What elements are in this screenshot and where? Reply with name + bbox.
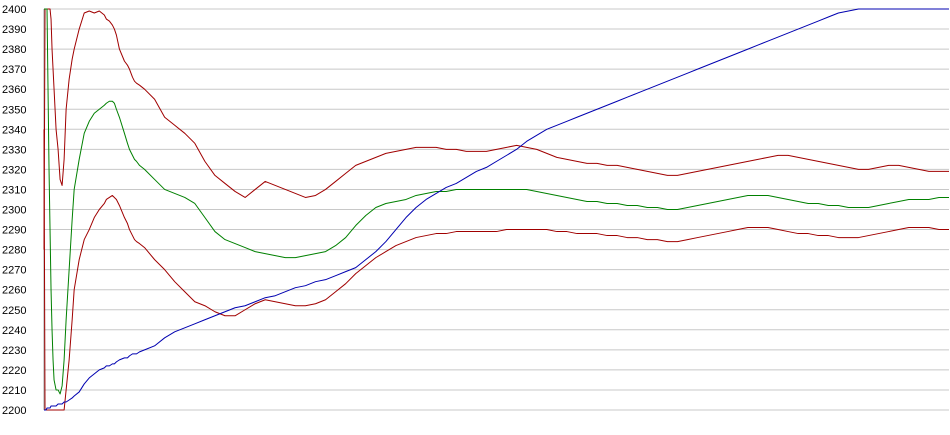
y-tick-label: 2390 [2,24,26,36]
y-tick-label: 2360 [2,84,26,96]
y-tick-label: 2320 [2,164,26,176]
series-line-4 [44,8,949,411]
y-tick-label: 2370 [2,64,26,76]
y-tick-label: 2350 [2,104,26,116]
y-tick-label: 2230 [2,345,26,357]
y-axis-tick-labels: 2200 2210 2220 2230 2240 2250 2260 2270 2280 2290… [2,4,26,417]
series-line-2 [44,8,949,395]
series-line-1 [43,8,949,250]
y-tick-label: 2310 [2,184,26,196]
series-lines [43,8,949,411]
y-tick-label: 2380 [2,44,26,56]
y-tick-label: 2260 [2,285,26,297]
y-tick-label: 2200 [2,405,26,417]
y-tick-label: 2290 [2,225,26,237]
y-tick-label: 2340 [2,124,26,136]
series-line-3 [43,129,949,411]
y-tick-label: 2220 [2,365,26,377]
y-tick-label: 2210 [2,385,26,397]
y-tick-label: 2270 [2,265,26,277]
y-tick-label: 2400 [2,4,26,16]
y-tick-label: 2330 [2,144,26,156]
y-tick-label: 2280 [2,245,26,257]
y-tick-label: 2240 [2,325,26,337]
gridlines [43,8,949,411]
y-tick-label: 2250 [2,305,26,317]
y-tick-label: 2300 [2,205,26,217]
